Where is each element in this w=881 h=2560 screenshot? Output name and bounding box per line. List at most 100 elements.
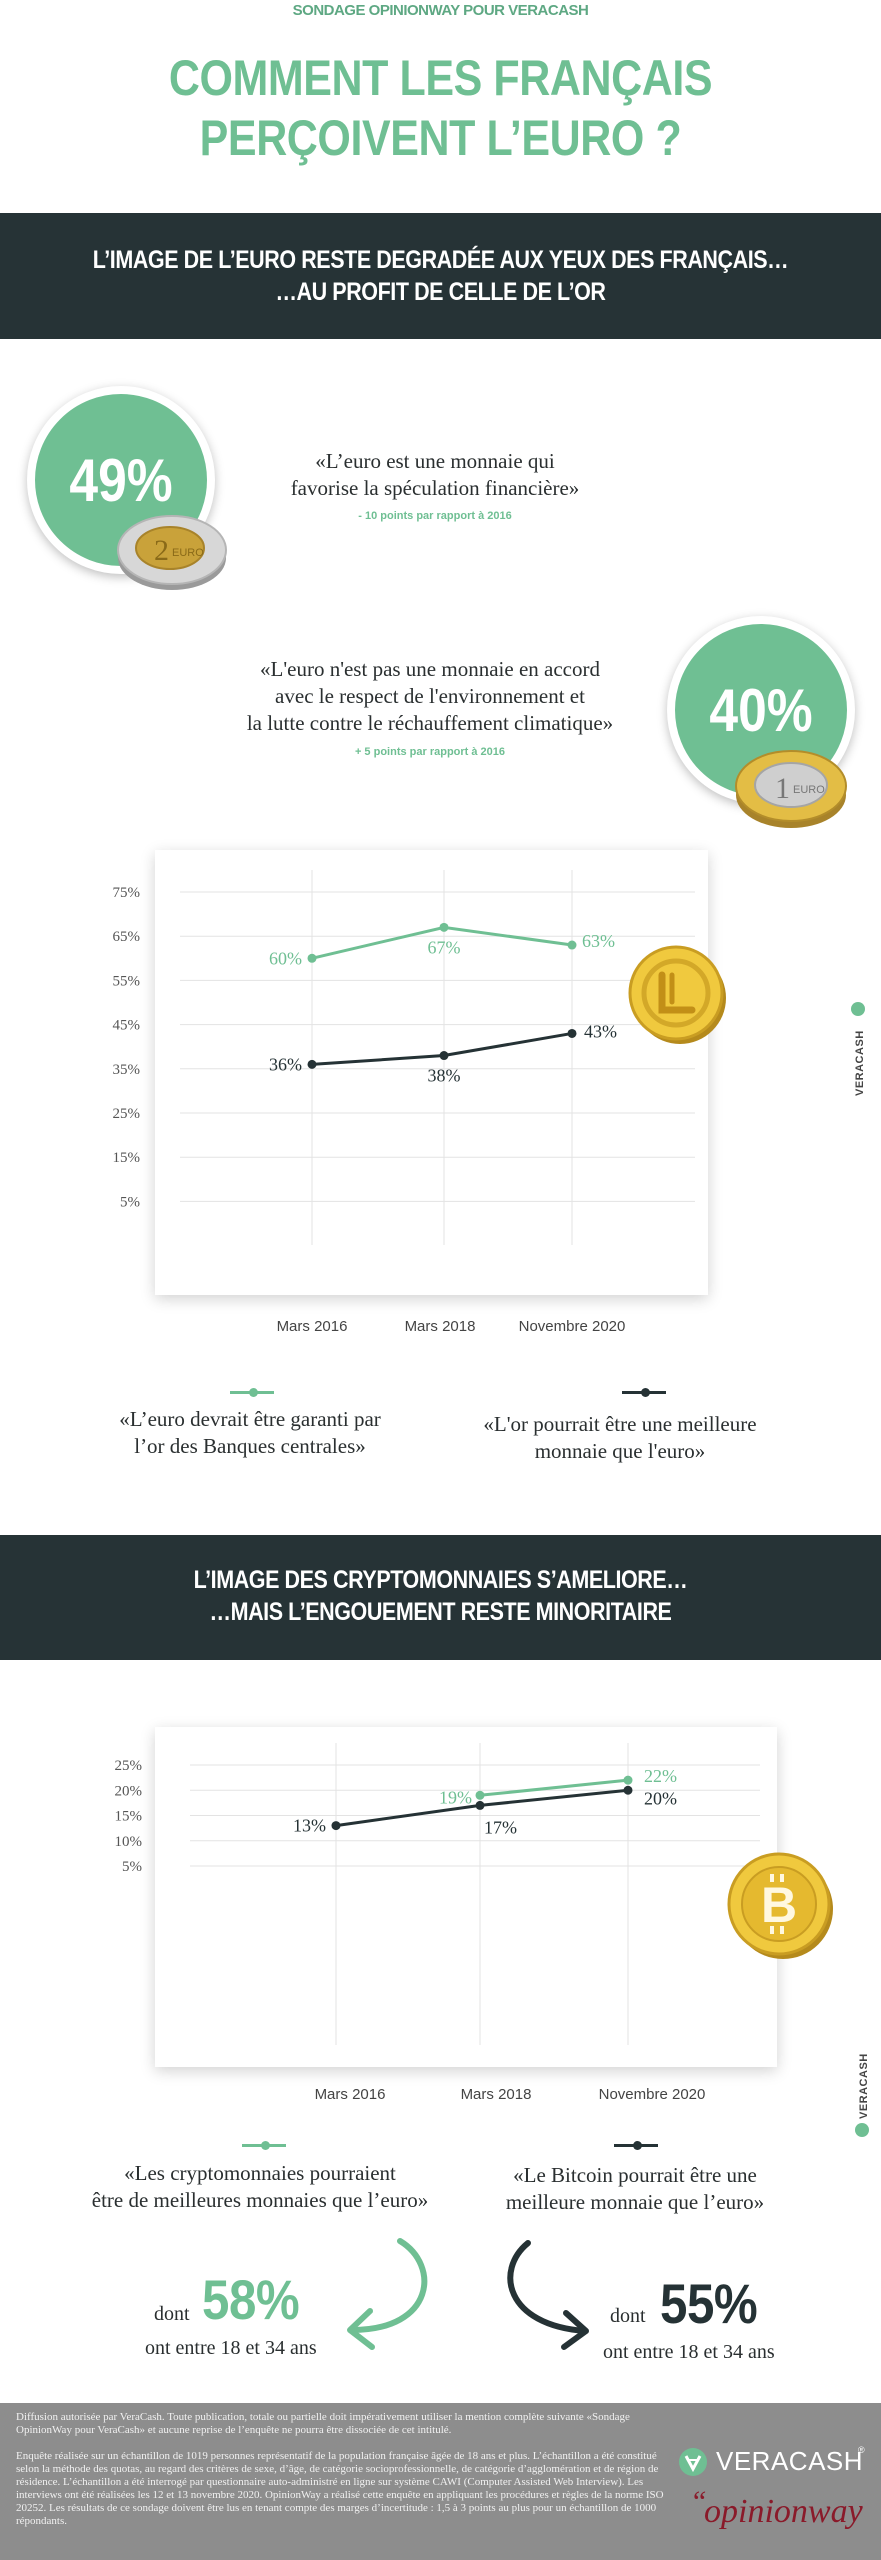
data-point [307,953,317,963]
data-label: 63% [582,931,615,951]
data-label: 13% [293,1816,326,1836]
legend-dark-1-line-2: monnaie que l'euro» [534,1439,706,1463]
page-title: COMMENT LES FRANÇAIS PERÇOIVENT L’EURO ? [62,48,820,168]
veracash-watermark-1: VERACASH [848,1000,870,1100]
legend-text-green-1: «L’euro devrait être garanti par l’or de… [80,1406,420,1460]
svg-text:1: 1 [775,772,790,805]
two-euro-coin-icon: 2 EURO [117,515,227,590]
opinionway-quote-mark: “ [690,2485,707,2518]
data-point [567,940,577,950]
chart-card-gold [155,850,708,1295]
footer: Diffusion autorisée par VeraCash. Toute … [0,2403,881,2560]
band2-line-2: …MAIS L’ENGOUEMENT RESTE MINORITAIRE [209,1598,672,1626]
y-tick-label: 25% [115,1758,143,1774]
stat1-delta: - 10 points par rapport à 2016 [358,510,512,522]
veracash-watermark-text-1: VERACASH [854,1030,866,1096]
veracash-registered-mark: ® [858,2445,865,2455]
data-label: 60% [269,948,302,968]
data-label: 17% [484,1817,517,1837]
y-tick-label: 10% [115,1834,143,1850]
survey-kicker: SONDAGE OPINIONWAY POUR VERACASH [292,2,589,19]
veracash-logo: VERACASH ® [678,2445,868,2479]
data-label: 22% [644,1766,677,1786]
y-tick-label: 15% [115,1809,143,1825]
y-tick-label: 5% [120,1194,140,1210]
stat1-quote-line-2: favorise la spéculation financière» [290,476,580,500]
young2-suffix: ont entre 18 et 34 ans [603,2341,775,2363]
data-label: 38% [428,1066,461,1086]
y-tick-label: 20% [115,1783,143,1799]
section-band-crypto: L’IMAGE DES CRYPTOMONNAIES S’AMELIORE… …… [0,1535,881,1660]
data-point [307,1059,317,1069]
band-line-2: …AU PROFIT DE CELLE DE L’OR [275,278,606,306]
legend-text-green-2: «Les cryptomonnaies pourraient être de m… [70,2160,450,2214]
gold-coin-icon [628,945,726,1044]
x-category-label: Mars 2018 [461,2086,532,2103]
data-label: 20% [644,1788,677,1808]
y-tick-label: 5% [122,1859,142,1875]
chart-gold-vs-euro: 75% 65% 55% 45% 35% 25% 15% 5% Mars 2016 Mars 201… [113,870,695,1335]
data-point [475,1790,485,1800]
data-label: 43% [584,1021,617,1041]
legend-dark-2-line-1: «Le Bitcoin pourrait être une [513,2163,757,2187]
data-point [439,922,449,932]
data-label: 67% [428,937,461,957]
stat2-quote-line-3: la lutte contre le réchauffement climati… [246,711,614,735]
y-tick-label: 15% [113,1150,141,1166]
x-category-label: Mars 2016 [277,1318,348,1335]
legend-green-1-line-1: «L’euro devrait être garanti par [119,1407,381,1431]
veracash-watermark-text-2: VERACASH [858,2053,870,2119]
data-label: 36% [269,1054,302,1074]
legend-dark-1-line-1: «L'or pourrait être une meilleure [483,1412,757,1436]
data-point [623,1775,633,1785]
series-line-1 [311,1031,573,1066]
data-point [623,1785,633,1795]
stat2-quote-line-1: «L'euro n'est pas une monnaie en accord [260,657,600,681]
curved-arrow-dark-icon [507,2240,589,2350]
stat1-quote-line-1: «L’euro est une monnaie qui [315,449,555,473]
young2-value: 55% [660,2272,758,2335]
veracash-logo-text: VERACASH [716,2446,864,2476]
legend-text-dark-1: «L'or pourrait être une meilleure monnai… [450,1411,790,1465]
x-category-label: Mars 2018 [405,1318,476,1335]
series-line-0 [479,1778,629,1797]
stat1-quote: «L’euro est une monnaie qui favorise la … [230,448,640,502]
one-euro-coin-icon: 1 EURO [735,750,847,828]
veracash-logo-icon-2 [855,2123,869,2137]
x-category-label: Novembre 2020 [599,2086,706,2103]
band-line-1: L’IMAGE DE L’EURO RESTE DEGRADÉE AUX YEU… [92,246,789,274]
young1-prefix: dont [154,2303,190,2325]
data-point [439,1051,449,1061]
veracash-watermark-2: VERACASH [852,2043,874,2143]
data-label: 19% [439,1787,472,1807]
stat-value-40: 40% [709,676,813,744]
young2-prefix: dont [610,2305,646,2327]
footer-notice: Diffusion autorisée par VeraCash. Toute … [16,2411,630,2436]
page-title-line-2: PERÇOIVENT L’EURO ? [199,110,682,166]
stat2-delta: + 5 points par rapport à 2016 [354,746,506,758]
young1-suffix: ont entre 18 et 34 ans [145,2337,317,2359]
curved-arrow-icon [347,2238,428,2350]
y-tick-label: 75% [113,885,141,901]
data-point [331,1821,341,1831]
veracash-v-icon [679,2448,707,2476]
page-title-line-1: COMMENT LES FRANÇAIS [168,50,713,106]
y-tick-label: 45% [113,1018,141,1034]
legend-green-2-line-2: être de meilleures monnaies que l’euro» [91,2188,429,2212]
opinionway-logo: “ opinionway [690,2485,875,2535]
chart-crypto: 25% 20% 15% 10% 5% Mars 2016 Mars 2018 Novembre… [115,1743,760,2103]
x-category-label: Novembre 2020 [519,1318,626,1335]
y-tick-label: 25% [113,1106,141,1122]
opinionway-logo-text: opinionway [704,2493,863,2530]
svg-text:EURO: EURO [793,784,825,796]
legend-dark-2-line-2: meilleure monnaie que l’euro» [505,2190,765,2214]
section-band-euro: L’IMAGE DE L’EURO RESTE DEGRADÉE AUX YEU… [0,213,881,339]
x-category-label: Mars 2016 [315,2086,386,2103]
legend-text-dark-2: «Le Bitcoin pourrait être une meilleure … [460,2162,810,2216]
chart-card-crypto [155,1727,777,2067]
svg-text:B: B [761,1877,797,1933]
svg-text:EURO: EURO [172,547,204,559]
legend-green-1-line-2: l’or des Banques centrales» [134,1434,366,1458]
stat2-quote: «L'euro n'est pas une monnaie en accord … [205,656,655,737]
footer-methodology: Enquête réalisée sur un échantillon de 1… [16,2450,664,2527]
